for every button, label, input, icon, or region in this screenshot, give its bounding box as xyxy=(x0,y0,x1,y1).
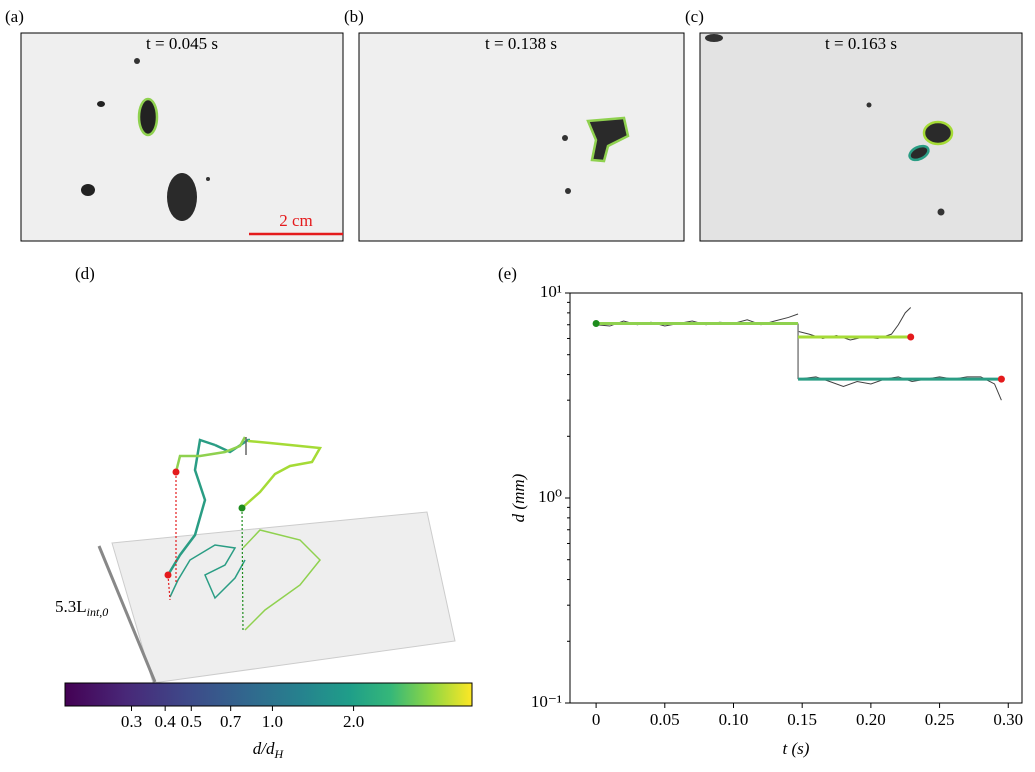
drop-line xyxy=(167,472,244,633)
length-main: 5.3L xyxy=(55,597,87,616)
length-sub: int,0 xyxy=(87,605,109,619)
axes-frame xyxy=(569,292,1023,704)
scale-label: 2 cm xyxy=(279,211,313,230)
projection xyxy=(169,529,322,631)
colorbar-tick-label: 0.3 xyxy=(121,712,142,731)
droplet xyxy=(866,102,872,108)
start-point xyxy=(238,504,246,512)
time-label: t = 0.163 s xyxy=(825,34,897,53)
droplet xyxy=(167,173,197,221)
length-label: 5.3Lint,0 xyxy=(55,597,108,619)
droplet xyxy=(134,58,140,64)
droplet xyxy=(562,135,568,141)
photo xyxy=(699,32,1023,242)
raw-line xyxy=(797,307,912,341)
colorbar-tick-label: 0.4 xyxy=(155,712,177,731)
x-tick-label: 0.20 xyxy=(856,710,886,729)
colorbar-tick-label: 2.0 xyxy=(343,712,364,731)
panel-label: (b) xyxy=(344,7,364,26)
point xyxy=(907,333,915,341)
photo xyxy=(358,32,685,242)
x-tick-label: 0.25 xyxy=(925,710,955,729)
x-tick-label: 0.30 xyxy=(993,710,1023,729)
colorbar-tick-label: 1.0 xyxy=(262,712,283,731)
panel-label: (a) xyxy=(5,7,24,26)
droplet xyxy=(705,34,723,42)
time-label: t = 0.138 s xyxy=(485,34,557,53)
end-point xyxy=(164,571,172,579)
colorbar-label: d/dH xyxy=(253,739,285,761)
droplet xyxy=(81,184,95,196)
droplet xyxy=(206,177,210,181)
point xyxy=(592,319,600,327)
panel-label: (d) xyxy=(75,264,95,283)
trajectory xyxy=(166,436,323,576)
colorbar-label-sub: H xyxy=(274,747,285,761)
droplet xyxy=(908,144,930,162)
x-tick-label: 0.15 xyxy=(787,710,817,729)
time-label: t = 0.045 s xyxy=(146,34,218,53)
point xyxy=(997,375,1005,383)
x-axis-label: t (s) xyxy=(783,739,810,758)
y-tick-label: 10⁻¹ xyxy=(531,692,562,711)
colorbar-tick-label: 0.7 xyxy=(220,712,242,731)
y-tick-label: 10⁰ xyxy=(538,487,562,506)
droplet xyxy=(137,97,159,137)
droplet xyxy=(922,120,954,146)
droplet xyxy=(565,188,571,194)
colorbar-label-main: d/d xyxy=(253,739,275,758)
y-tick-label: 10¹ xyxy=(540,282,562,301)
x-tick-label: 0.10 xyxy=(719,710,749,729)
droplet xyxy=(937,208,945,216)
colorbar-tick-label: 0.5 xyxy=(181,712,202,731)
droplet xyxy=(97,101,105,107)
panel-label: (e) xyxy=(498,264,517,283)
colorbar xyxy=(64,682,473,707)
y-axis-label: d (mm) xyxy=(509,473,528,522)
panel-label: (c) xyxy=(685,7,704,26)
droplet xyxy=(586,116,630,163)
length-bar xyxy=(97,545,157,683)
x-tick-label: 0 xyxy=(592,710,601,729)
x-tick-label: 0.05 xyxy=(650,710,680,729)
end-point xyxy=(172,468,180,476)
